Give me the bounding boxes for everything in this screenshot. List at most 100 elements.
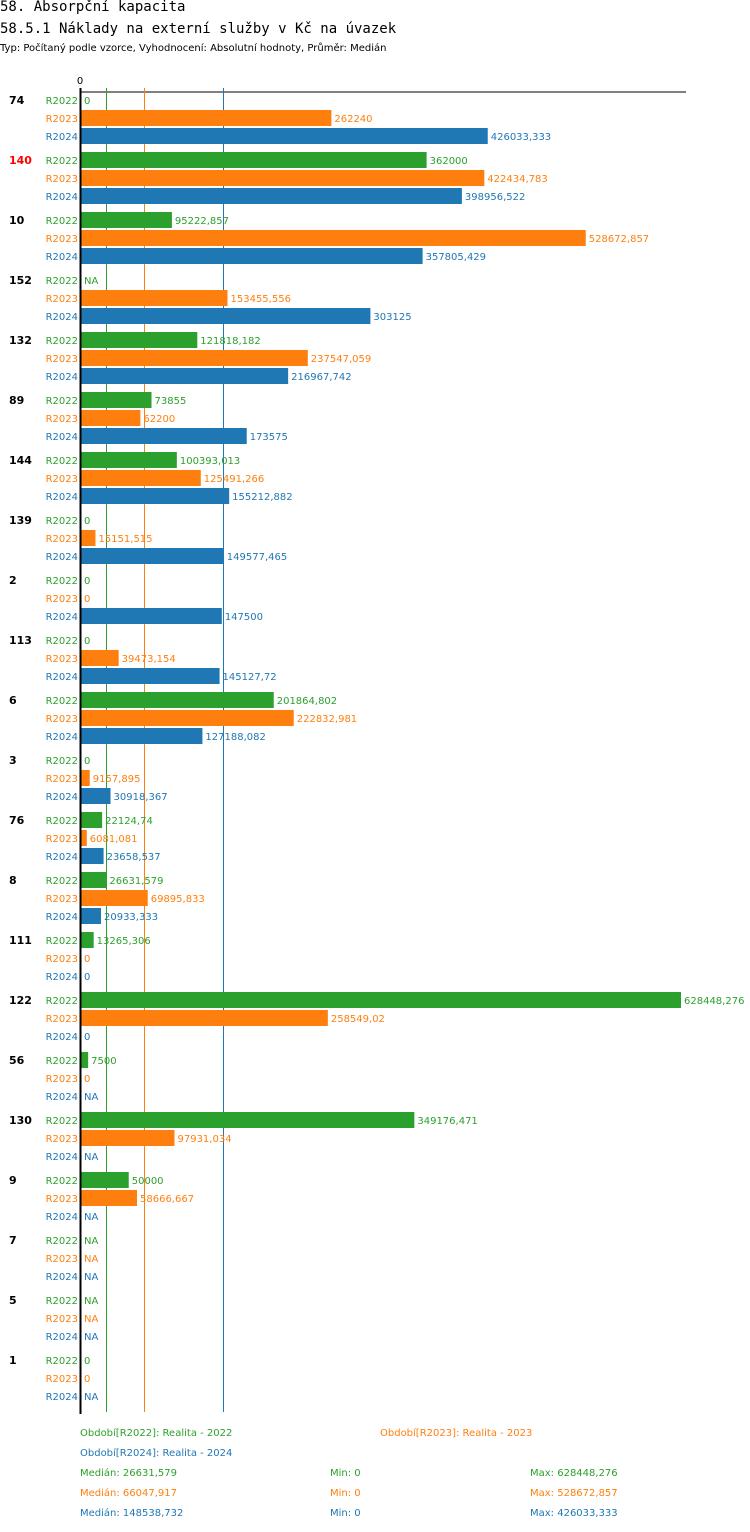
bar-r2024 <box>81 248 423 264</box>
series-label-r2022: R2022 <box>46 816 78 827</box>
value-label-r2023: 222832,981 <box>297 714 357 725</box>
legend-max-r2024: Max: 426033,333 <box>530 1508 618 1519</box>
series-label-r2022: R2022 <box>46 1236 78 1247</box>
bar-r2024 <box>81 488 230 504</box>
value-label-r2022: NA <box>84 1296 98 1307</box>
value-label-r2024: 357805,429 <box>426 252 486 263</box>
bar-r2024 <box>81 668 220 684</box>
category-label: 152 <box>9 274 32 287</box>
value-label-r2022: 50000 <box>132 1176 164 1187</box>
category-label: 6 <box>9 694 17 707</box>
value-label-r2022: 22124,74 <box>105 816 153 827</box>
bar-r2024 <box>81 548 224 564</box>
bar-r2024 <box>81 848 104 864</box>
value-label-r2024: NA <box>84 1212 98 1223</box>
bar-r2023 <box>81 530 96 546</box>
value-label-r2022: 73855 <box>155 396 187 407</box>
category-label: 2 <box>9 574 17 587</box>
series-label-r2024: R2024 <box>46 1212 78 1223</box>
series-label-r2022: R2022 <box>46 216 78 227</box>
value-label-r2023: 15151,515 <box>98 534 152 545</box>
legend-period-r2023: Období[R2023]: Realita - 2023 <box>380 1428 533 1439</box>
value-label-r2024: NA <box>84 1332 98 1343</box>
bar-r2024 <box>81 728 203 744</box>
series-label-r2023: R2023 <box>46 294 78 305</box>
legend-median-r2023: Medián: 66047,917 <box>80 1488 177 1499</box>
bar-r2022 <box>81 692 274 708</box>
bar-r2022 <box>81 1172 129 1188</box>
legend-min-r2022: Min: 0 <box>330 1468 361 1479</box>
series-label-r2022: R2022 <box>46 336 78 347</box>
value-label-r2024: 426033,333 <box>491 132 551 143</box>
series-label-r2022: R2022 <box>46 876 78 887</box>
value-label-r2024: 216967,742 <box>291 372 351 383</box>
value-label-r2022: 201864,802 <box>277 696 337 707</box>
category-label: 140 <box>9 154 32 167</box>
bar-r2022 <box>81 392 152 408</box>
category-label: 9 <box>9 1174 17 1187</box>
category-label: 122 <box>9 994 32 1007</box>
value-label-r2022: 26631,579 <box>109 876 163 887</box>
series-label-r2023: R2023 <box>46 414 78 425</box>
series-label-r2023: R2023 <box>46 174 78 185</box>
series-label-r2024: R2024 <box>46 132 78 143</box>
value-label-r2024: 23658,537 <box>107 852 161 863</box>
series-label-r2024: R2024 <box>46 252 78 263</box>
value-label-r2023: 262240 <box>334 114 372 125</box>
value-label-r2024: 0 <box>84 1032 90 1043</box>
bar-r2024 <box>81 908 101 924</box>
series-label-r2023: R2023 <box>46 1314 78 1325</box>
category-label: 8 <box>9 874 17 887</box>
bar-r2024 <box>81 428 247 444</box>
value-label-r2024: 0 <box>84 972 90 983</box>
value-label-r2024: 20933,333 <box>104 912 158 923</box>
series-label-r2024: R2024 <box>46 1332 78 1343</box>
bar-r2023 <box>81 710 294 726</box>
value-label-r2024: 303125 <box>373 312 411 323</box>
value-label-r2023: 69895,833 <box>151 894 205 905</box>
category-label: 56 <box>9 1054 25 1067</box>
bar-r2023 <box>81 170 485 186</box>
value-label-r2022: 362000 <box>430 156 468 167</box>
value-label-r2022: 0 <box>84 516 90 527</box>
series-label-r2023: R2023 <box>46 594 78 605</box>
series-label-r2022: R2022 <box>46 456 78 467</box>
value-label-r2024: 173575 <box>250 432 288 443</box>
series-label-r2022: R2022 <box>46 516 78 527</box>
series-label-r2022: R2022 <box>46 156 78 167</box>
value-label-r2023: 0 <box>84 1074 90 1085</box>
value-label-r2023: NA <box>84 1254 98 1265</box>
value-label-r2023: 58666,667 <box>140 1194 194 1205</box>
bar-r2023 <box>81 890 148 906</box>
bar-r2023 <box>81 650 119 666</box>
series-label-r2024: R2024 <box>46 612 78 623</box>
bar-r2024 <box>81 368 289 384</box>
series-label-r2024: R2024 <box>46 792 78 803</box>
bar-r2023 <box>81 110 332 126</box>
value-label-r2023: 125491,266 <box>204 474 264 485</box>
bar-r2022 <box>81 812 103 828</box>
category-label: 5 <box>9 1294 17 1307</box>
series-label-r2023: R2023 <box>46 534 78 545</box>
bar-r2024 <box>81 188 462 204</box>
bar-r2023 <box>81 470 201 486</box>
value-label-r2023: 6081,081 <box>90 834 138 845</box>
series-label-r2022: R2022 <box>46 1176 78 1187</box>
series-label-r2023: R2023 <box>46 1014 78 1025</box>
value-label-r2023: 528672,857 <box>589 234 649 245</box>
series-label-r2024: R2024 <box>46 1272 78 1283</box>
bar-r2023 <box>81 1130 175 1146</box>
value-label-r2023: 39473,154 <box>122 654 176 665</box>
series-label-r2024: R2024 <box>46 1032 78 1043</box>
series-label-r2024: R2024 <box>46 192 78 203</box>
value-label-r2024: 127188,082 <box>205 732 265 743</box>
legend-period-r2022: Období[R2022]: Realita - 2022 <box>80 1428 233 1439</box>
value-label-r2024: NA <box>84 1272 98 1283</box>
bar-r2023 <box>81 410 141 426</box>
value-label-r2023: 153455,556 <box>231 294 291 305</box>
series-label-r2024: R2024 <box>46 1392 78 1403</box>
bar-r2022 <box>81 1112 415 1128</box>
bar-r2023 <box>81 1190 138 1206</box>
series-label-r2023: R2023 <box>46 894 78 905</box>
bar-r2022 <box>81 152 427 168</box>
